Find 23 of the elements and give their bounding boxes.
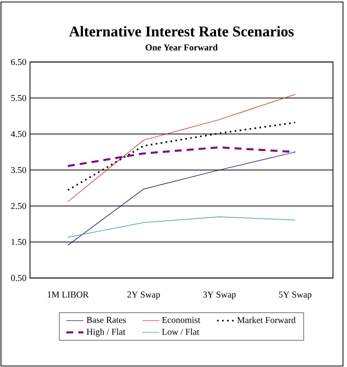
x-tick-label: 1M LIBOR (48, 292, 89, 298)
y-tick-label: 6.50 (11, 58, 26, 66)
line-series (66, 146, 296, 168)
line-series (68, 152, 296, 246)
legend-label: High / Flat (86, 328, 126, 337)
legend-label: Market Forward (237, 316, 296, 324)
y-tick-label: 1.50 (12, 238, 26, 246)
y-tick-label: 0.50 (11, 274, 26, 282)
y-tick-label: 4.50 (10, 130, 26, 138)
y-tick-label: 2.50 (11, 202, 26, 210)
x-tick-label: 3Y Swap (203, 292, 236, 300)
x-tick-label: 5Y Swap (279, 292, 312, 300)
legend-label: Base Rates (86, 316, 126, 323)
line-series (67, 122, 296, 191)
y-tick-label: 3.50 (11, 166, 26, 174)
legend-label: Economist (162, 316, 200, 323)
chart-subtitle: One Year Forward (146, 44, 218, 50)
chart-title: Alternative Interest Rate Scenarios (69, 26, 294, 37)
legend-label: Low / Flat (162, 328, 200, 335)
line-series (68, 94, 296, 202)
line-series (68, 216, 296, 238)
x-tick-label: 2Y Swap (127, 292, 160, 300)
y-tick-label: 5.50 (11, 94, 26, 102)
